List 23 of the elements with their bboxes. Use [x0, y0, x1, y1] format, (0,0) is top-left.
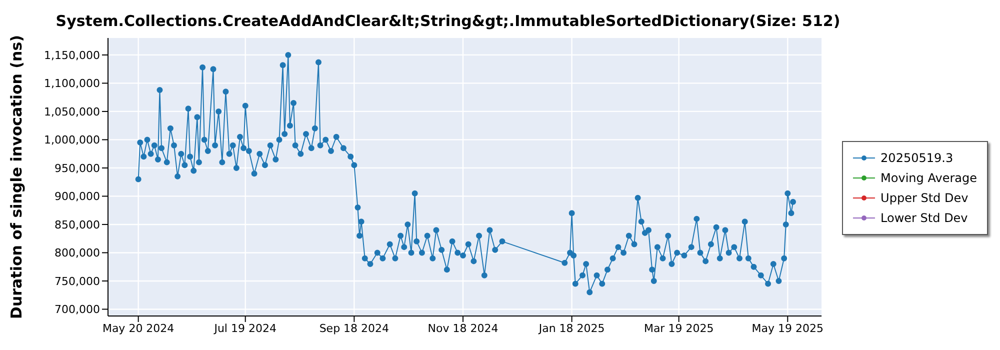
y-tick-label: 1,000,000	[44, 134, 100, 147]
x-tick-label: Sep 18 2024	[319, 322, 390, 335]
y-tick-label: 800,000	[54, 246, 100, 260]
x-tick-label: May 20 2024	[102, 322, 174, 335]
y-axis-title: Duration of single invocation (ns)	[7, 35, 26, 319]
y-tick-label: 750,000	[54, 274, 100, 288]
y-tick-label: 1,150,000	[44, 48, 100, 62]
y-tick-label: 950,000	[54, 162, 100, 175]
legend-label: Upper Std Dev	[880, 191, 968, 205]
legend-label: Moving Average	[880, 171, 977, 185]
x-tick-label: Jan 18 2025	[538, 322, 605, 335]
x-tick-label: May 19 2025	[752, 322, 824, 335]
chart-title: System.Collections.CreateAddAndClear&lt;String&gt;.ImmutableSortedDictionary(Size: 512)	[54, 11, 842, 32]
legend-label: Lower Std Dev	[880, 211, 968, 225]
y-tick-label: 1,100,000	[44, 77, 100, 90]
y-tick-label: 900,000	[54, 190, 100, 204]
x-tick-label: Nov 18 2024	[428, 322, 498, 335]
y-tick-label: 850,000	[54, 218, 100, 232]
x-tick-label: Mar 19 2025	[644, 322, 714, 335]
x-tick-label: Jul 19 2024	[213, 322, 276, 335]
y-tick-label: 1,050,000	[44, 105, 100, 118]
y-tick-label: 700,000	[54, 303, 100, 316]
legend-label: 20250519.3	[880, 151, 954, 165]
